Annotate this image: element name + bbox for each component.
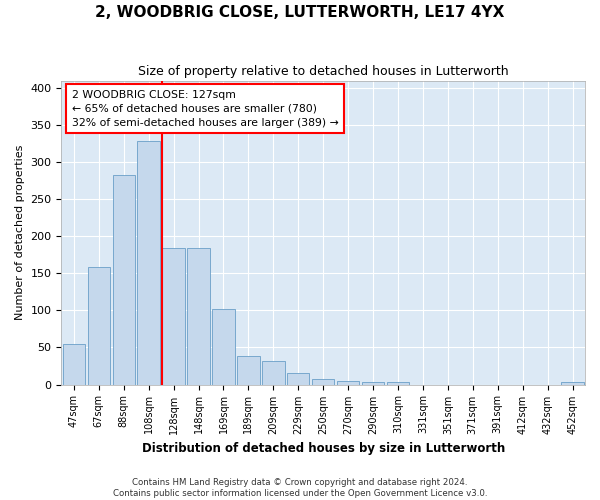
Text: Contains HM Land Registry data © Crown copyright and database right 2024.
Contai: Contains HM Land Registry data © Crown c… — [113, 478, 487, 498]
Bar — [387, 382, 409, 384]
X-axis label: Distribution of detached houses by size in Lutterworth: Distribution of detached houses by size … — [142, 442, 505, 455]
Bar — [62, 344, 85, 385]
Bar — [113, 174, 135, 384]
Bar — [88, 268, 110, 384]
Text: 2, WOODBRIG CLOSE, LUTTERWORTH, LE17 4YX: 2, WOODBRIG CLOSE, LUTTERWORTH, LE17 4YX — [95, 5, 505, 20]
Title: Size of property relative to detached houses in Lutterworth: Size of property relative to detached ho… — [138, 65, 509, 78]
Text: 2 WOODBRIG CLOSE: 127sqm
← 65% of detached houses are smaller (780)
32% of semi-: 2 WOODBRIG CLOSE: 127sqm ← 65% of detach… — [72, 90, 338, 128]
Bar — [187, 248, 210, 384]
Bar — [337, 381, 359, 384]
Bar — [163, 248, 185, 384]
Bar — [137, 142, 160, 384]
Bar — [212, 309, 235, 384]
Y-axis label: Number of detached properties: Number of detached properties — [15, 145, 25, 320]
Bar — [262, 361, 284, 384]
Bar — [287, 372, 310, 384]
Bar — [237, 356, 260, 384]
Bar — [362, 382, 384, 384]
Bar — [562, 382, 584, 384]
Bar — [312, 380, 334, 384]
